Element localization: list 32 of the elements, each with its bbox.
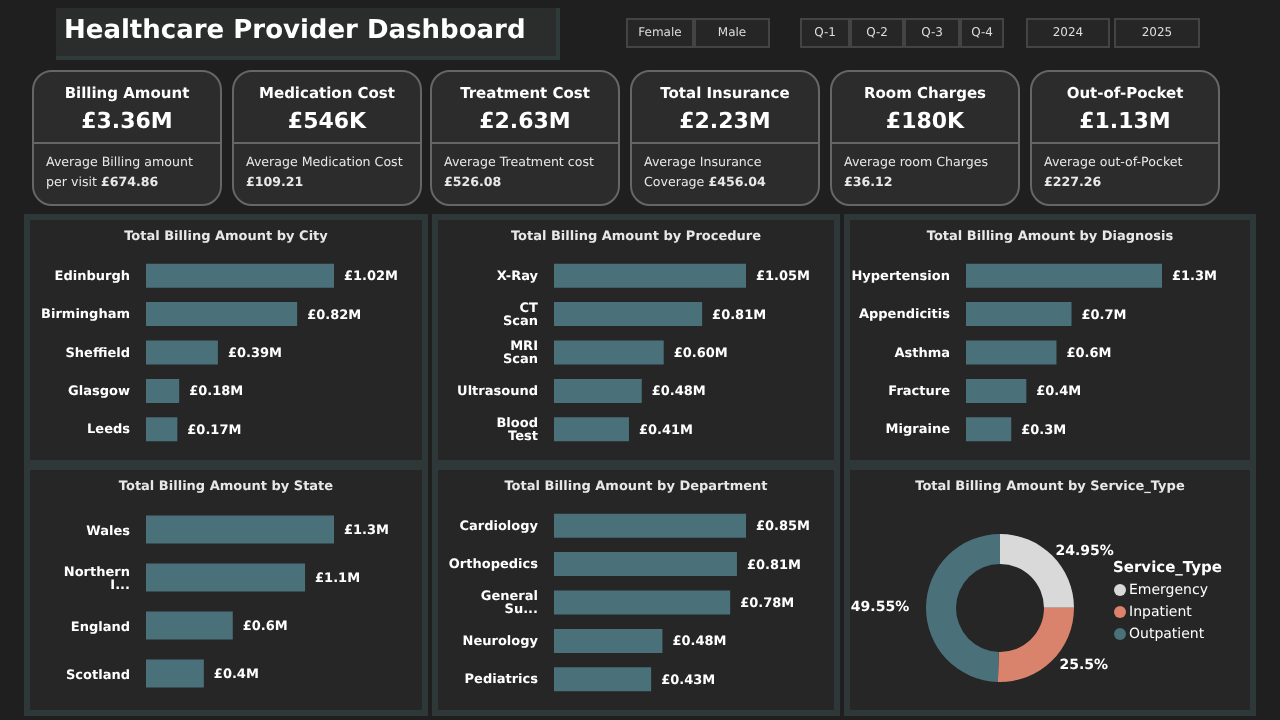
bar: [146, 611, 233, 640]
bar: [554, 628, 663, 653]
text: £546K: [285, 108, 369, 134]
bar: [554, 378, 642, 403]
bar: [146, 302, 298, 327]
bar: [966, 263, 1162, 288]
bar: [146, 340, 218, 365]
text: £2.23M: [677, 108, 773, 134]
bar: [146, 659, 204, 688]
bar: [146, 515, 334, 544]
bar: [554, 417, 629, 442]
bar: [146, 417, 178, 442]
text: Healthcare Provider Dashboard: [64, 16, 526, 46]
bar: [146, 378, 180, 403]
text: £180K: [883, 108, 967, 134]
bar: [146, 563, 306, 592]
bar: [146, 263, 334, 288]
text: £1.13M: [1077, 108, 1173, 134]
text: £2.63M: [477, 108, 573, 134]
bar: [554, 340, 664, 365]
bar: [554, 667, 652, 692]
bar: [966, 417, 1012, 442]
bar: [966, 378, 1027, 403]
bar: [554, 263, 746, 288]
bar: [554, 552, 737, 577]
bar: [966, 340, 1057, 365]
text: £3.36M: [79, 108, 175, 134]
bar: [966, 302, 1072, 327]
bar: [554, 302, 703, 327]
donut-slice: [926, 534, 1000, 682]
bar: [554, 590, 731, 615]
bar: [554, 513, 746, 538]
